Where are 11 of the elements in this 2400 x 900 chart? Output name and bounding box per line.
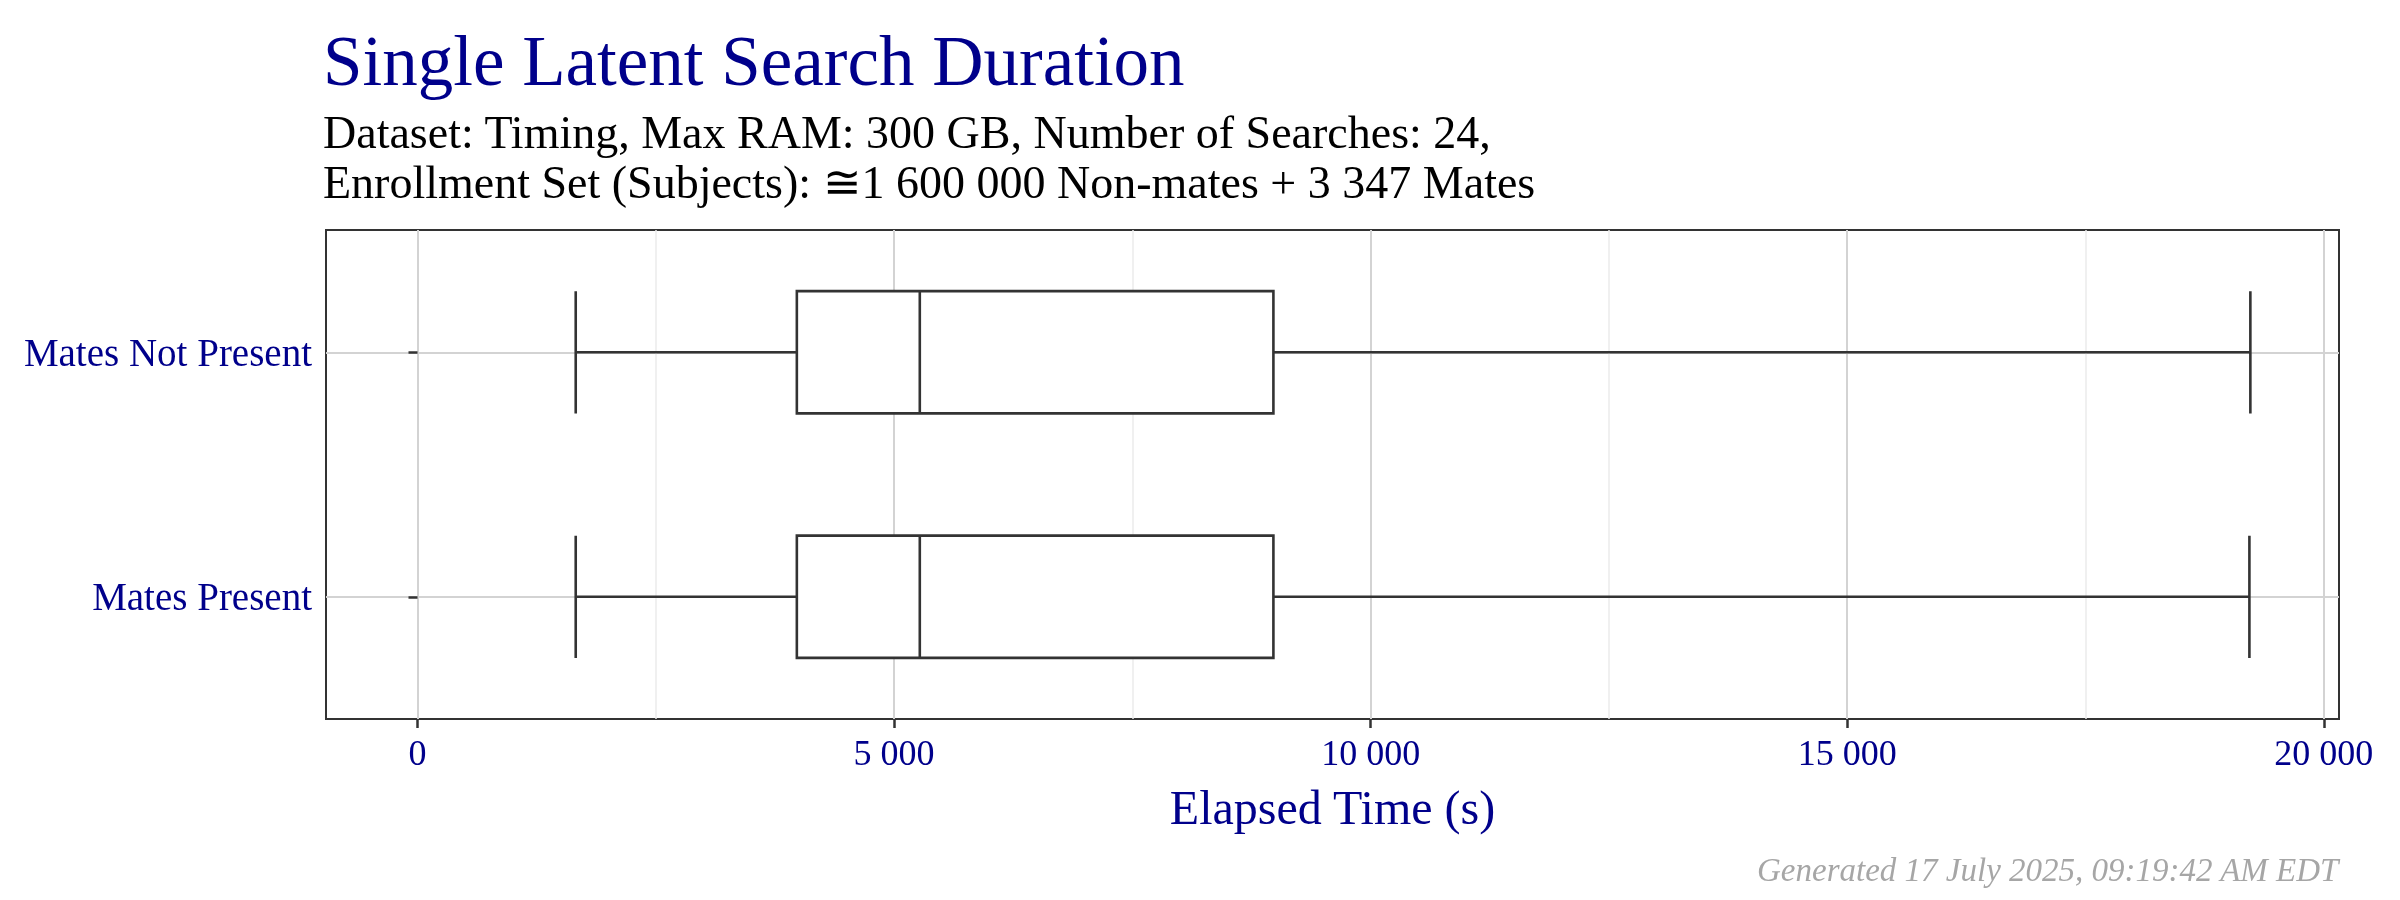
x-tick-label: 20 000 xyxy=(2274,733,2374,773)
text: Generated 17 July 2025, 09:19:42 AM EDT xyxy=(1757,851,2342,888)
x-axis-title: Elapsed Time (s) xyxy=(1169,780,1496,835)
chart-subtitle: Dataset: Timing, Max RAM: 300 GB, Number of Searches: 24, Enrollment Set (Subjects): ≅1 600 000 Non-mates + 3 347 Mates xyxy=(323,106,1536,208)
chart-title: Single Latent Search Duration xyxy=(323,22,1185,100)
x-tick-label: 15 000 xyxy=(1797,733,1897,773)
x-tick-label: 0 xyxy=(408,733,427,773)
y-tick-label: Mates Present xyxy=(92,575,313,619)
x-tick-label: 10 000 xyxy=(1321,733,1421,773)
y-tick-label: Mates Not Present xyxy=(23,330,313,374)
x-tick-label: 5 000 xyxy=(853,733,935,773)
